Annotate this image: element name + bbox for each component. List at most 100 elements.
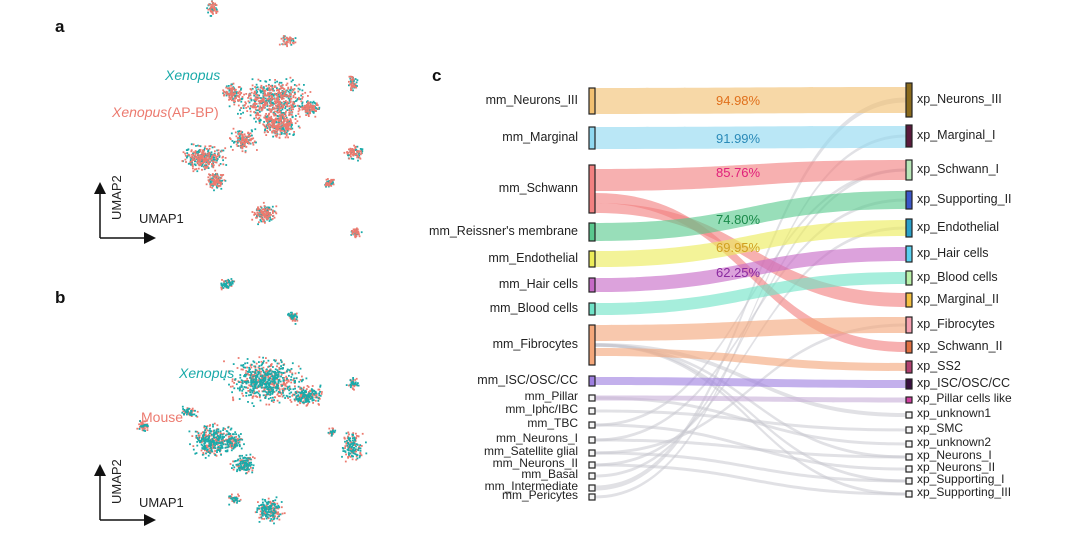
umap-point xyxy=(259,105,262,108)
umap-point xyxy=(266,207,269,210)
umap-point xyxy=(330,432,333,434)
umap-point xyxy=(263,121,265,123)
umap-point xyxy=(267,376,270,379)
umap-point xyxy=(232,363,235,365)
umap-point xyxy=(235,143,238,146)
umap-point xyxy=(212,4,214,6)
umap-point xyxy=(211,162,214,165)
umap-point xyxy=(272,87,274,90)
umap-point xyxy=(204,439,207,441)
umap-point xyxy=(222,163,225,166)
umap-point xyxy=(293,131,295,133)
umap-point xyxy=(298,88,301,91)
umap-point xyxy=(239,145,242,148)
umap-point xyxy=(303,386,305,389)
umap-point xyxy=(285,84,288,86)
umap-point xyxy=(238,96,240,98)
umap-point xyxy=(254,128,257,131)
umap-point xyxy=(279,118,282,121)
umap-point xyxy=(298,115,301,118)
umap-point xyxy=(305,391,307,393)
umap-point xyxy=(350,87,352,89)
umap-point xyxy=(295,397,298,400)
umap-point xyxy=(311,389,313,391)
umap-point xyxy=(307,400,310,403)
umap-point xyxy=(301,108,304,111)
umap-point xyxy=(246,457,248,460)
umap-point xyxy=(271,124,274,127)
umap-point xyxy=(270,372,273,375)
umap-point xyxy=(353,447,355,449)
umap-point xyxy=(206,165,209,168)
umap-point xyxy=(258,365,261,367)
umap-point xyxy=(260,86,263,89)
sankey-left-node xyxy=(588,394,596,402)
umap-point xyxy=(349,75,352,78)
umap-point xyxy=(352,442,355,445)
umap-point xyxy=(237,92,239,94)
umap-point xyxy=(344,445,347,447)
umap-point xyxy=(276,513,279,515)
umap-point xyxy=(265,391,268,394)
umap-point xyxy=(216,180,219,182)
sankey-right-label: xp_Schwann_I xyxy=(917,162,1000,176)
panel-label-a: a xyxy=(55,17,65,36)
umap-point xyxy=(258,369,261,372)
umap-point xyxy=(203,442,206,445)
umap-point xyxy=(356,227,358,230)
umap-point xyxy=(260,364,263,367)
umap-point xyxy=(260,209,263,212)
umap-point xyxy=(228,94,231,97)
umap-point xyxy=(142,423,145,426)
umap-point xyxy=(311,109,314,111)
umap-point xyxy=(191,160,193,163)
umap-point xyxy=(252,360,255,363)
umap-point xyxy=(262,89,265,91)
umap-point xyxy=(274,107,277,110)
umap-point xyxy=(278,513,281,516)
umap-point xyxy=(314,390,317,393)
umap-point xyxy=(352,228,355,231)
umap-point xyxy=(236,444,239,446)
sankey-left-label: mm_ISC/OSC/CC xyxy=(477,373,578,387)
sankey-right-node xyxy=(905,440,913,448)
umap-point xyxy=(274,374,277,377)
umap-point xyxy=(259,513,262,516)
umap-point xyxy=(225,85,228,88)
umap-point xyxy=(308,108,311,111)
umap-point xyxy=(290,316,293,318)
umap-point xyxy=(211,0,213,3)
umap-point xyxy=(365,452,368,455)
umap-point xyxy=(325,185,327,188)
umap-point xyxy=(189,443,191,446)
umap-point xyxy=(232,280,235,283)
umap-point xyxy=(264,97,267,100)
umap-point xyxy=(214,447,217,449)
umap-point xyxy=(243,443,245,446)
umap-point xyxy=(356,443,359,446)
umap-point xyxy=(263,383,266,386)
umap-point xyxy=(238,389,241,392)
umap-point xyxy=(262,104,264,106)
umap-point xyxy=(353,149,355,151)
umap-point xyxy=(210,444,213,447)
umap-point xyxy=(250,372,253,375)
umap-point xyxy=(265,385,268,387)
umap-point xyxy=(285,133,288,135)
umap-point xyxy=(351,230,353,232)
umap-point xyxy=(290,108,293,111)
umap-point xyxy=(245,462,248,465)
umap-point xyxy=(269,218,272,221)
umap-point xyxy=(264,370,267,373)
umap-point xyxy=(212,160,215,163)
umap-point xyxy=(263,93,266,96)
umap-point xyxy=(202,153,205,156)
umap-point xyxy=(302,107,305,110)
umap-point xyxy=(279,87,282,90)
umap-point xyxy=(276,399,279,402)
umap-point xyxy=(291,127,294,130)
umap-point xyxy=(286,89,288,92)
umap-point xyxy=(266,211,269,214)
umap-point xyxy=(269,388,271,391)
umap-point xyxy=(209,452,211,455)
